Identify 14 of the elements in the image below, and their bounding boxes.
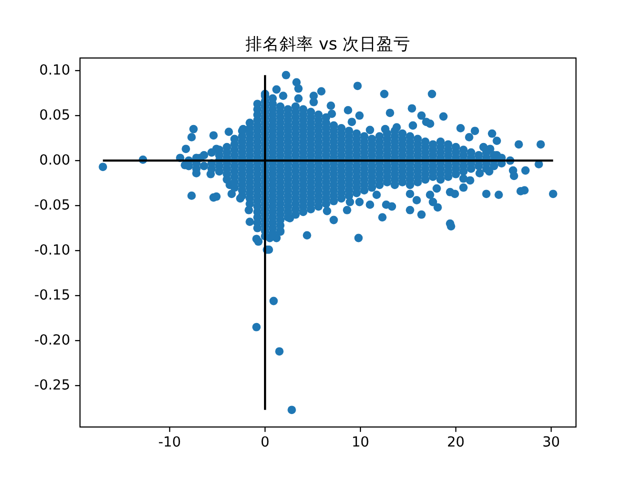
x-tick-label: 20 xyxy=(446,434,465,450)
y-tick-label: -0.25 xyxy=(34,378,70,394)
y-tick-label: -0.15 xyxy=(34,288,70,304)
chart-title: 排名斜率 vs 次日盈亏 xyxy=(245,34,411,54)
y-tick-label: 0.00 xyxy=(39,152,70,169)
x-tick-label: 10 xyxy=(352,434,370,450)
x-tick-label: -10 xyxy=(158,434,182,450)
y-tick-label: -0.20 xyxy=(34,332,70,349)
y-tick-label: -0.10 xyxy=(34,242,70,259)
y-tick-label: -0.05 xyxy=(34,198,70,214)
y-tick-label: 0.05 xyxy=(39,108,70,124)
x-tick-label: 30 xyxy=(542,434,560,450)
x-tick-label: 0 xyxy=(260,434,270,450)
y-tick-label: 0.10 xyxy=(39,62,70,79)
